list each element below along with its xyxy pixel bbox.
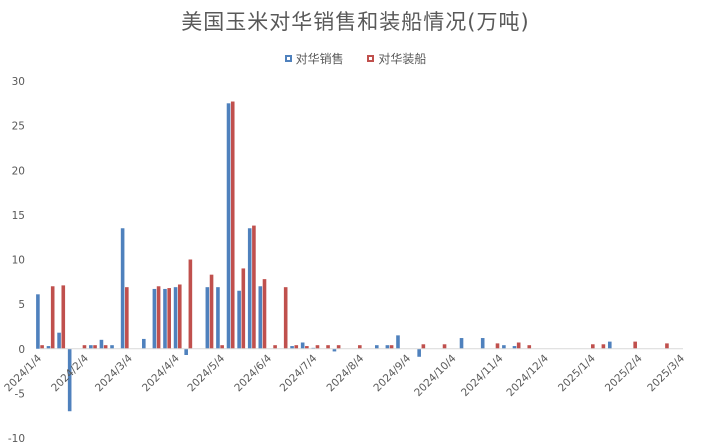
bar-shipments: [177, 284, 182, 349]
x-tick-label: 2024/5/4: [185, 352, 227, 394]
bar-sales: [46, 346, 51, 349]
x-tick-label: 2024/11/4: [459, 352, 506, 399]
bar-sales: [152, 288, 157, 349]
bar-sales: [163, 288, 167, 349]
bar-sales: [89, 345, 93, 349]
bar-sales: [396, 335, 400, 349]
chart-title: 美国玉米对华销售和装船情况(万吨): [181, 10, 530, 34]
bar-sales: [417, 348, 421, 357]
bar-sales: [459, 338, 464, 349]
x-tick-label: 2024/6/4: [232, 352, 274, 394]
legend-item-sales: 对华销售: [284, 50, 344, 67]
bar-sales: [142, 338, 146, 349]
bar-sales: [385, 345, 390, 349]
x-tick-label: 2024/4/4: [140, 352, 182, 394]
legend-label-shipments: 对华装船: [378, 52, 427, 66]
bar-shipments: [40, 345, 44, 349]
y-tick-label: -5: [15, 388, 25, 400]
y-tick-label: 15: [12, 210, 25, 222]
x-tick-label: 2025/2/4: [603, 352, 645, 394]
bar-sales: [36, 294, 40, 349]
bar-shipments: [633, 341, 637, 349]
x-tick-label: 2024/7/4: [278, 352, 320, 394]
bar-sales: [173, 287, 178, 349]
x-tick-label: 2025/1/4: [556, 352, 598, 394]
bar-shipments: [294, 345, 299, 349]
bar-shipments: [156, 286, 161, 349]
bar-sales: [110, 345, 114, 349]
bar-sales: [332, 348, 337, 352]
bar-shipments: [315, 345, 320, 349]
bar-sales: [184, 348, 188, 355]
bar-sales: [57, 332, 61, 349]
bar-shipments: [262, 279, 267, 349]
bar-shipments: [305, 346, 309, 349]
bar-shipments: [358, 345, 362, 349]
bar-sales: [607, 341, 612, 349]
legend-swatch-shipments: [367, 55, 375, 62]
y-tick-label: 25: [12, 121, 25, 133]
y-tick-label: 0: [18, 344, 25, 356]
legend-label-sales: 对华销售: [295, 52, 344, 66]
bar-sales: [67, 348, 72, 412]
x-tick-label: 2024/9/4: [371, 352, 413, 394]
y-tick-label: 5: [18, 299, 25, 311]
x-tick-label: 2024/8/4: [325, 352, 367, 394]
x-tick-label: 2024/3/4: [93, 352, 135, 394]
y-tick-label: 30: [12, 76, 25, 88]
bar-sales: [120, 228, 125, 349]
y-tick-label: 10: [12, 255, 25, 267]
bar-shipments: [252, 225, 256, 349]
y-tick-label: 20: [12, 165, 25, 177]
x-tick-label: 2024/10/4: [412, 352, 459, 399]
bar-shipments: [389, 345, 394, 349]
x-tick-label: 2025/3/4: [645, 352, 687, 394]
bar-shipments: [220, 345, 224, 349]
bar-sales: [290, 346, 294, 349]
bar-shipments: [103, 345, 108, 349]
bar-sales: [226, 103, 231, 349]
bar-shipments: [527, 345, 532, 349]
bar-shipments: [495, 343, 500, 349]
bar-shipments: [241, 268, 246, 349]
bar-shipments: [283, 287, 288, 349]
bar-sales: [480, 338, 485, 349]
legend: 对华销售 对华装船: [0, 50, 711, 67]
bar-shipments: [336, 345, 341, 349]
bar-sales: [375, 345, 379, 349]
bar-shipments: [125, 287, 129, 349]
bar-shipments: [421, 344, 426, 349]
bar-shipments: [230, 101, 235, 349]
bar-sales: [205, 287, 210, 349]
bar-shipments: [516, 342, 521, 349]
bar-sales: [512, 346, 517, 349]
x-tick-label: 2024/12/4: [504, 352, 551, 399]
bar-sales: [237, 290, 241, 349]
bar-shipments: [273, 345, 277, 349]
y-tick-label: -10: [8, 433, 25, 445]
legend-item-shipments: 对华装船: [367, 50, 426, 67]
bar-shipments: [93, 345, 97, 349]
bar-sales: [258, 286, 263, 349]
bar-shipments: [50, 286, 55, 349]
bar-shipments: [442, 344, 447, 349]
bar-shipments: [601, 344, 606, 349]
bar-shipments: [188, 259, 193, 349]
bar-shipments: [326, 345, 330, 349]
bar-sales: [300, 342, 305, 349]
bar-shipments: [591, 344, 595, 349]
bar-shipments: [209, 274, 214, 349]
bar-shipments: [82, 345, 87, 349]
bar-sales: [99, 339, 104, 349]
bar-sales: [247, 228, 252, 349]
bar-sales: [502, 345, 506, 349]
bar-shipments: [665, 343, 669, 349]
bar-shipments: [167, 288, 171, 349]
legend-swatch-sales: [284, 55, 292, 62]
bar-sales: [216, 287, 220, 349]
bar-shipments: [61, 285, 66, 349]
